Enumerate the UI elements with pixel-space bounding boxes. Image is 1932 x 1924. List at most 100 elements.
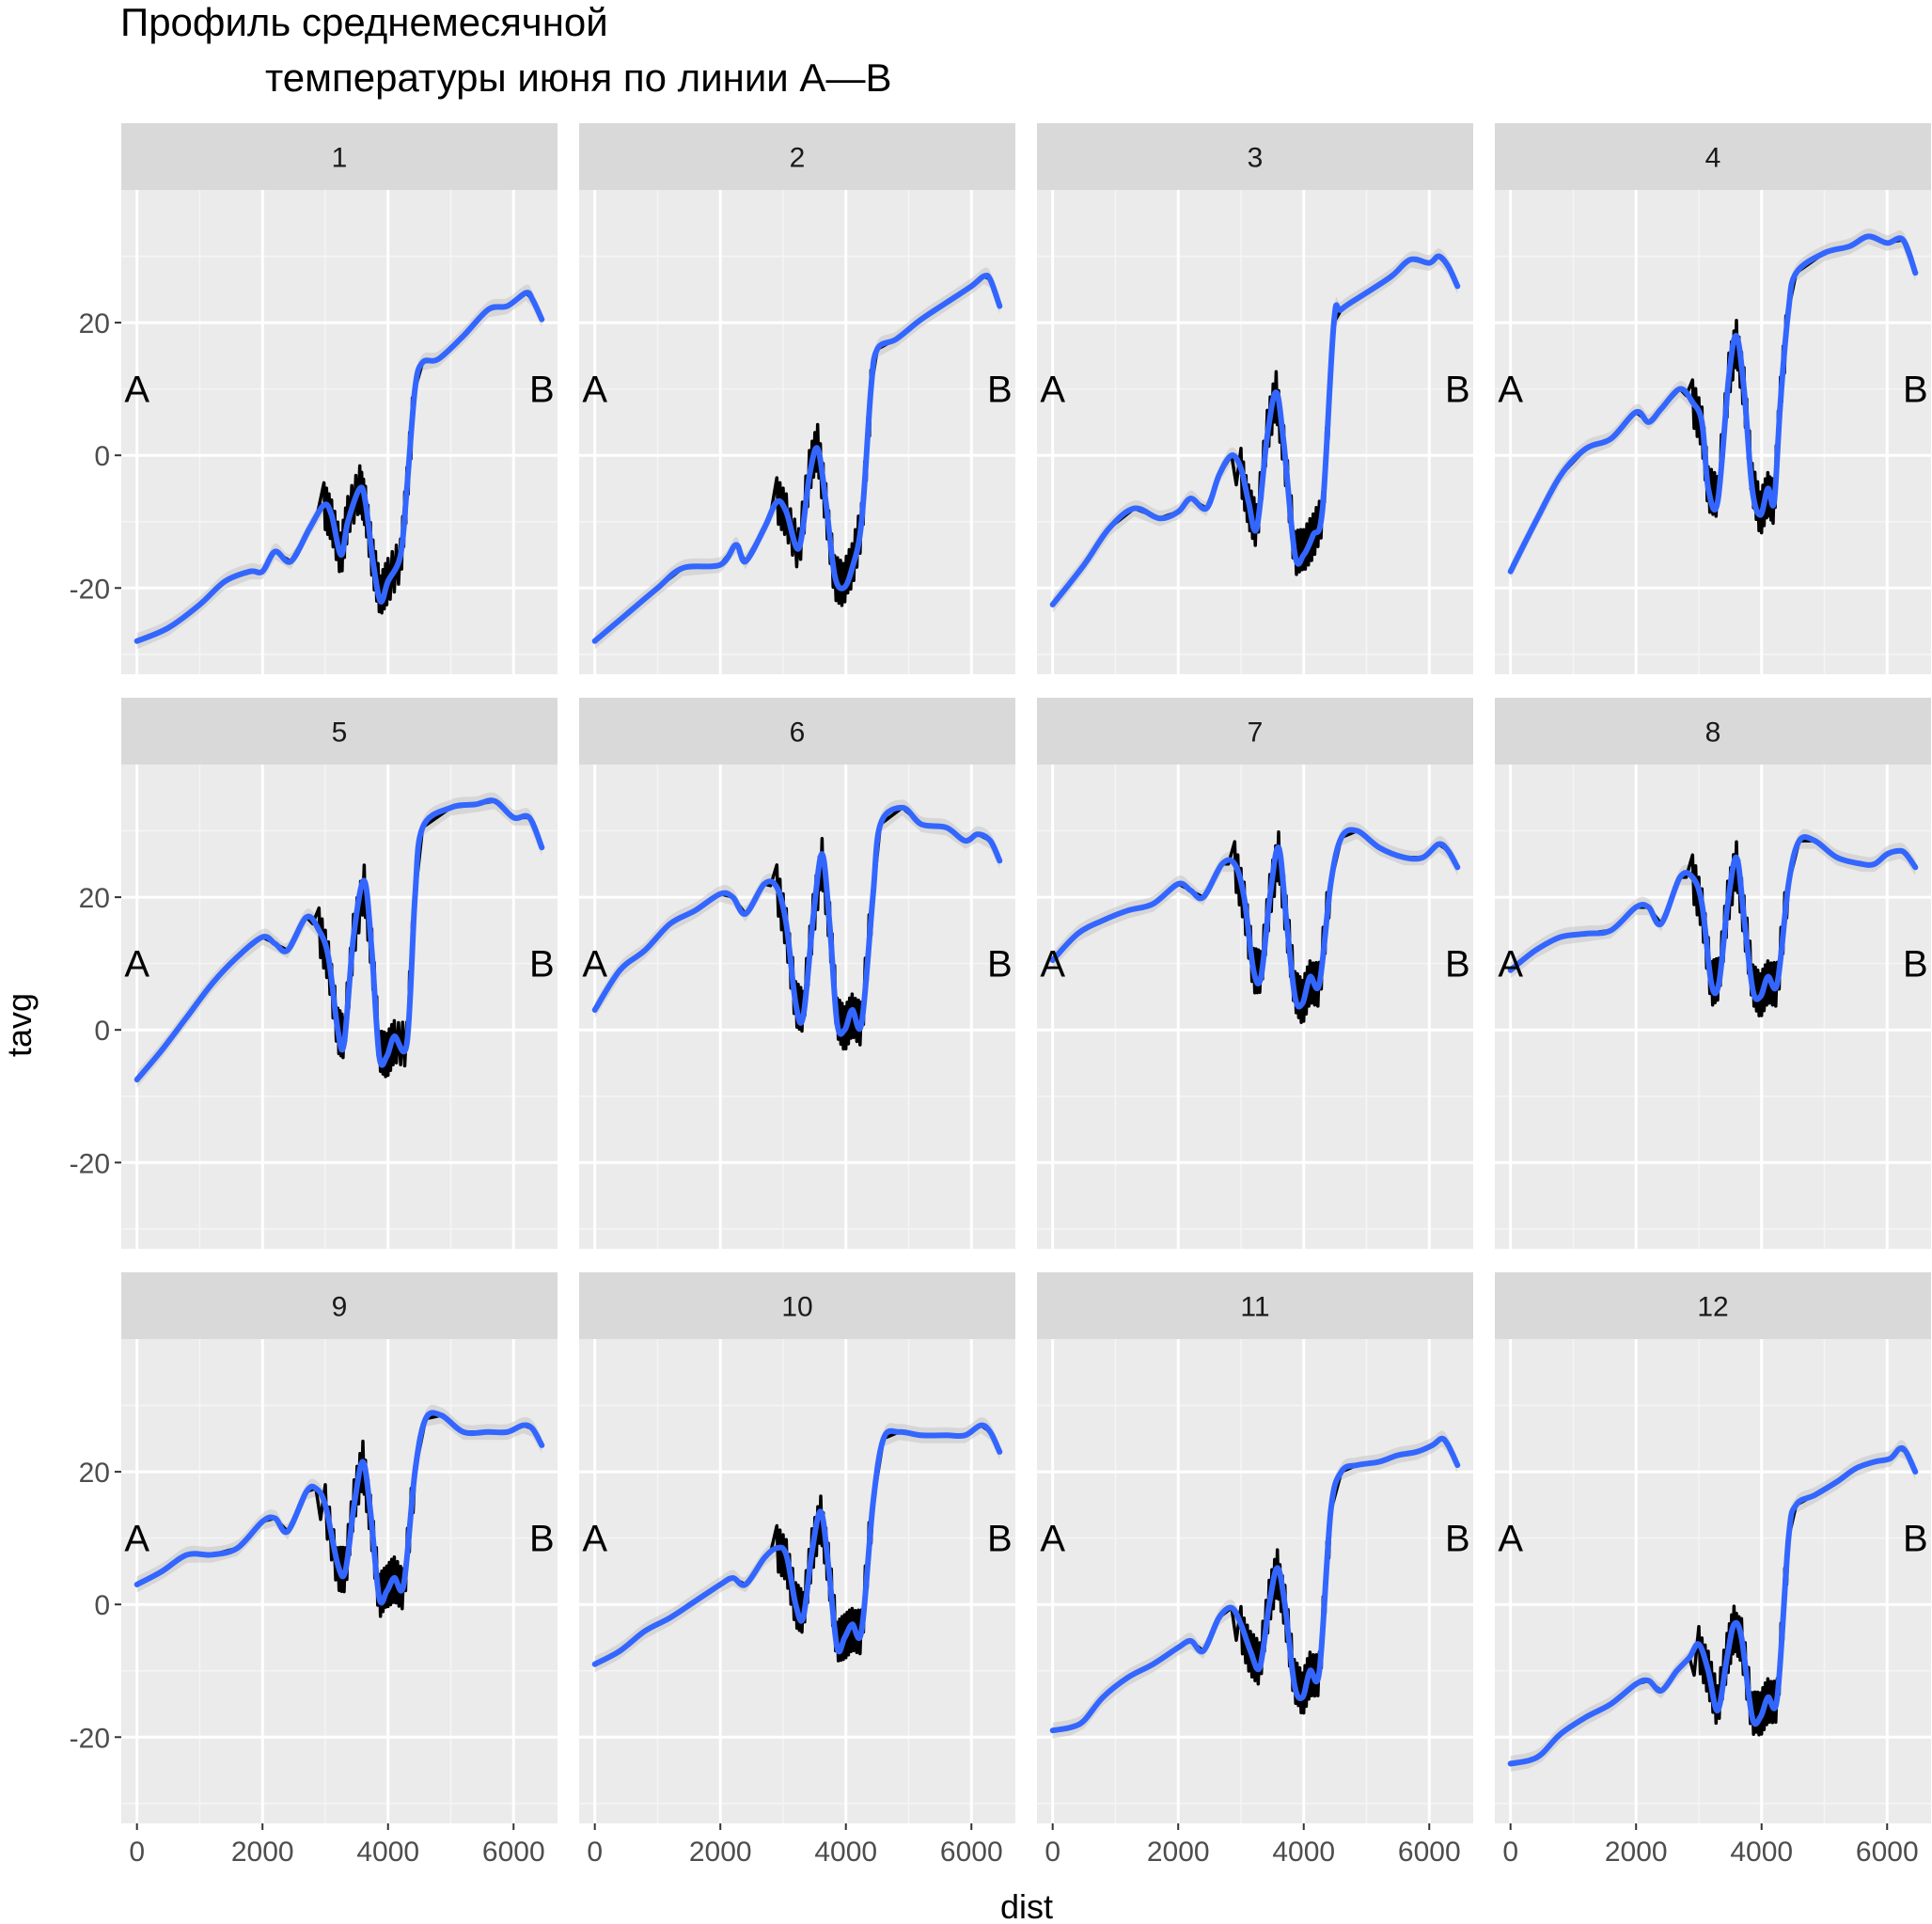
facet-strip-label: 11 [1240,1292,1269,1323]
panel-background [121,765,558,1249]
x-tick-label: 2000 [689,1837,752,1868]
x-tick-label: 4000 [814,1837,877,1868]
y-tick-label: -20 [70,1148,110,1179]
endpoint-label-a: A [1040,370,1065,411]
confidence-band [594,1417,1000,1673]
facet-panel-8: 8 A B [1495,698,1931,1249]
endpoint-label-b: B [1445,944,1470,986]
confidence-band [1052,248,1458,613]
endpoint-label-b: B [987,944,1013,986]
y-tick-label: 0 [94,1016,110,1047]
facet-strip-label: 5 [332,718,348,749]
x-tick-label: 0 [1502,1837,1518,1868]
y-tick-label: -20 [70,1723,110,1754]
facet-strip [579,123,1015,190]
smoothed-line [591,804,1003,1037]
y-tick-label: 20 [79,883,110,914]
facet-strip [1495,1272,1931,1339]
confidence-band [1510,1440,1916,1772]
facet-strip [579,1272,1015,1339]
facet-strip-label: 4 [1705,143,1721,174]
endpoint-label-b: B [1903,944,1928,986]
facet-strip [1037,123,1473,190]
facet-panel-2: 2 A B [579,123,1015,674]
facet-panel-9: 9 A B -20 0 20 0 2000 4000 6000 [70,1272,558,1868]
endpoint-label-b: B [1903,370,1928,411]
y-tick-label: 20 [79,1458,110,1489]
facet-panel-7: 7 A B [1037,698,1473,1249]
endpoint-label-b: B [987,1519,1013,1560]
smoothed-line [591,272,1003,644]
facet-strip [1037,1272,1473,1339]
facet-strip-label: 2 [790,143,806,174]
x-tick-label: 4000 [1272,1837,1335,1868]
facet-panel-11: 11 A B 0 2000 4000 6000 [1037,1272,1473,1868]
x-tick-label: 4000 [1730,1837,1793,1868]
facet-strip-label: 6 [790,718,806,749]
endpoint-label-a: A [1498,944,1523,986]
facet-strip [1495,698,1931,765]
endpoint-label-b: B [987,370,1013,411]
facet-strip-label: 10 [781,1292,812,1323]
facet-panel-12: 12 A B 0 2000 4000 6000 [1495,1272,1931,1868]
smoothed-line [1049,253,1461,607]
endpoint-label-a: A [124,1519,149,1560]
x-tick-label: 0 [129,1837,145,1868]
facet-panel-6: 6 A B [579,698,1015,1249]
x-axis-title: dist [1000,1887,1053,1924]
x-tick-label: 6000 [940,1837,1003,1868]
panel-background [1037,765,1473,1249]
facet-strip-label: 1 [332,143,348,174]
smoothed-line [134,1410,545,1606]
x-tick-label: 2000 [231,1837,294,1868]
endpoint-label-b: B [529,370,555,411]
facet-strip-label: 7 [1248,718,1264,749]
panel-background [1495,765,1931,1249]
facet-panel-3: 3 A B [1037,123,1473,674]
smoothed-line [134,797,545,1083]
chart-title-line-2: температуры июня по линии A—B [265,55,891,100]
endpoint-label-a: A [582,370,607,411]
smoothed-line [1049,1435,1461,1734]
panel-background [579,1339,1015,1823]
endpoint-label-b: B [529,944,555,986]
smoothed-line [591,1422,1003,1667]
panel-background [1495,1339,1931,1823]
facet-panel-5: 5 A B -20 0 20 [70,698,558,1249]
endpoint-label-b: B [1445,370,1470,411]
panel-background [1037,1339,1473,1823]
facet-panel-10: 10 A B 0 2000 4000 6000 [579,1272,1015,1868]
facet-strip [1495,123,1931,190]
facet-strip [121,1272,558,1339]
endpoint-label-a: A [1040,1519,1065,1560]
y-axis-title: tavg [0,993,39,1057]
panel-background [121,190,558,674]
smoothed-line [1049,827,1461,1010]
facet-strip [121,698,558,765]
facet-strip [579,698,1015,765]
endpoint-label-b: B [1903,1519,1928,1560]
x-tick-label: 6000 [482,1837,545,1868]
endpoint-label-b: B [529,1519,555,1560]
x-tick-label: 2000 [1605,1837,1668,1868]
facet-strip-label: 9 [332,1292,348,1323]
x-tick-label: 6000 [1398,1837,1461,1868]
x-tick-label: 2000 [1147,1837,1210,1868]
x-tick-label: 4000 [356,1837,419,1868]
facet-strip [121,123,558,190]
smoothed-line [134,290,545,644]
facet-strip [1037,698,1473,765]
endpoint-label-a: A [1040,944,1065,986]
y-tick-label: -20 [70,574,110,605]
confidence-band [594,267,1000,650]
endpoint-label-a: A [124,370,149,411]
y-tick-label: 0 [94,1590,110,1621]
smoothed-line [1507,1444,1919,1767]
facet-strip-label: 12 [1697,1292,1728,1323]
endpoint-label-a: A [582,944,607,986]
x-tick-label: 0 [1045,1837,1060,1868]
endpoint-label-b: B [1445,1519,1470,1560]
chart-title-line-1: Профиль среднемесячной [120,0,608,44]
